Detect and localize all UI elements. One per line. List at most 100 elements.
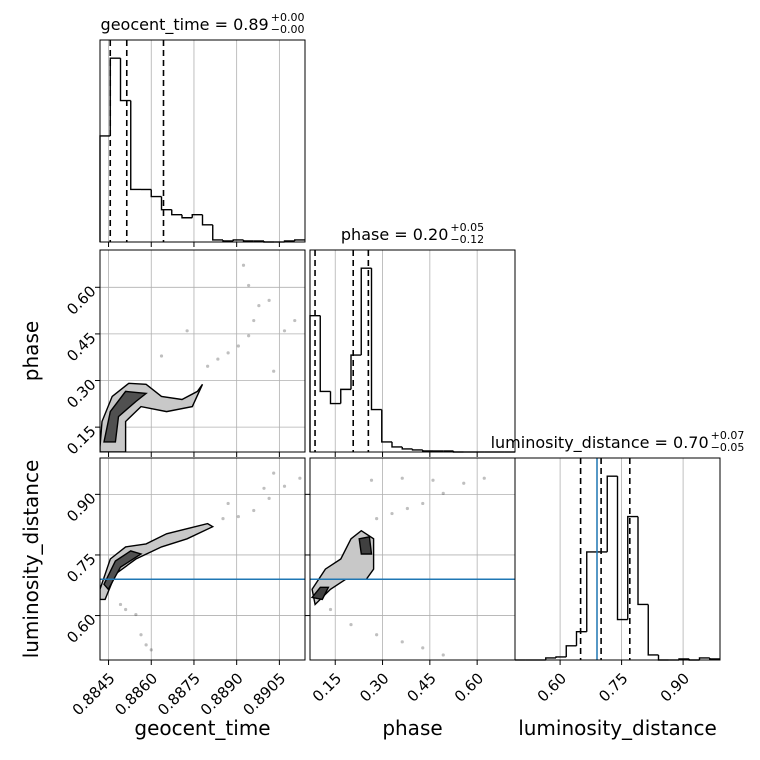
sample-point (298, 476, 302, 480)
hist-step (401, 446, 413, 450)
sample-point (124, 607, 128, 612)
hist-step (627, 515, 638, 620)
hist-step (647, 604, 659, 656)
hist-step (191, 214, 203, 218)
sample-point (226, 501, 230, 506)
hist-step (709, 657, 720, 660)
y-axis-label: luminosity_distance (19, 460, 43, 659)
sample-point (134, 612, 138, 617)
sample-point (400, 640, 404, 644)
title-upper: +0.07 (711, 429, 745, 442)
hist-step (181, 214, 193, 219)
sample-point (328, 607, 333, 612)
hist-step (212, 224, 223, 241)
sample-point (421, 646, 425, 650)
panel-title: geocent_time = 0.89 (101, 15, 269, 35)
hist-step (637, 516, 649, 606)
sample-point (226, 351, 230, 355)
hist-step (150, 189, 162, 198)
panel-frame (99, 457, 306, 661)
sample-point (149, 648, 153, 652)
sample-point (400, 476, 404, 480)
hist-step (616, 476, 628, 621)
x-axis-label: geocent_time (134, 716, 270, 740)
sample-point (390, 511, 394, 516)
sample-point (257, 304, 261, 308)
hist-step (565, 645, 577, 657)
hist-step (329, 391, 341, 405)
sample-point (405, 506, 409, 511)
sample-point (349, 623, 353, 627)
panel-frame (99, 249, 306, 453)
panel-frame (514, 457, 721, 661)
hist-step (555, 656, 567, 658)
title-upper: +0.05 (450, 221, 484, 234)
panel-content (100, 471, 305, 652)
panel-frame (99, 39, 306, 243)
sample-point (118, 602, 123, 607)
sample-point (144, 643, 148, 647)
x-axis-label: luminosity_distance (518, 716, 717, 740)
hist-step (586, 551, 597, 632)
hist-step (381, 409, 392, 443)
title-lower: −0.05 (711, 441, 745, 454)
x-axis-label: phase (382, 716, 442, 740)
sample-point (282, 329, 287, 333)
sample-point (252, 508, 256, 513)
sample-point (375, 517, 379, 521)
hist-step (575, 631, 587, 646)
sample-point (236, 514, 240, 519)
sample-point (206, 364, 210, 368)
sample-point (369, 478, 374, 482)
sample-point (272, 471, 276, 475)
panel-frame (309, 249, 516, 453)
sample-point (262, 486, 266, 490)
hist-step (171, 209, 182, 216)
hist-step (370, 268, 382, 411)
sample-point (216, 357, 220, 361)
panel-title: luminosity_distance = 0.70 (491, 433, 709, 453)
sample-point (375, 633, 379, 637)
hist-step (201, 214, 213, 226)
hist-step (160, 196, 172, 211)
panel-2d (100, 471, 305, 652)
hist-step (360, 267, 372, 356)
hist-step (319, 315, 331, 393)
sample-point (139, 633, 143, 637)
contour (310, 586, 330, 601)
title-upper: +0.00 (271, 11, 305, 24)
sample-point (247, 334, 251, 338)
hist-step (422, 449, 433, 452)
hist-step (606, 475, 618, 552)
sample-point (441, 653, 445, 657)
sample-point (421, 501, 425, 506)
hist-step (545, 657, 556, 660)
sample-point (247, 283, 251, 288)
sample-point (159, 354, 164, 358)
hist-step (698, 657, 710, 660)
title-lower: −0.12 (450, 233, 484, 246)
contour (103, 390, 148, 443)
sample-point (272, 369, 276, 373)
sample-point (241, 263, 246, 267)
panel-content (100, 263, 297, 452)
sample-point (441, 491, 445, 495)
panel-content (310, 476, 515, 657)
panel-title: phase = 0.20 (341, 225, 448, 244)
y-axis-label: phase (19, 321, 43, 381)
hist-step (391, 441, 403, 448)
hist-step (350, 354, 362, 390)
sample-point (293, 318, 297, 323)
title-lower: −0.00 (271, 23, 305, 36)
hist-step (222, 239, 234, 242)
sample-point (221, 517, 225, 521)
sample-point (185, 329, 189, 333)
sample-point (267, 496, 271, 500)
hist-step (340, 388, 351, 404)
hist-step (232, 239, 244, 241)
hist-step (294, 239, 305, 241)
contour (358, 535, 373, 555)
sample-point (462, 481, 466, 485)
